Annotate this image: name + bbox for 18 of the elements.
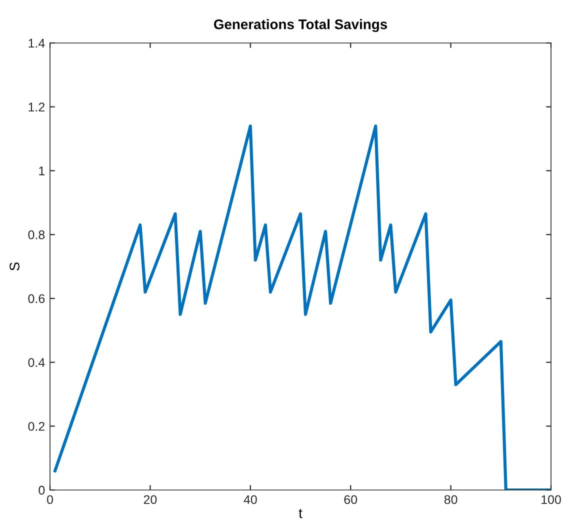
y-tick-label: 0.6 [28, 294, 45, 304]
y-tick-label: 0.2 [28, 422, 45, 431]
chart-title: Generations Total Savings [214, 19, 388, 32]
y-tick-label: 1.4 [28, 38, 45, 48]
x-tick-label: 100 [542, 495, 561, 504]
x-tick-label: 0 [47, 495, 53, 504]
y-tick-label: 0.4 [28, 358, 45, 367]
y-tick-label: 1.2 [28, 102, 45, 112]
line-series [53, 124, 551, 490]
y-tick-label: 0.8 [28, 230, 45, 240]
x-tick-label: 80 [444, 495, 458, 504]
y-axis-title: S [10, 262, 20, 270]
y-tick-label: 1 [39, 166, 45, 176]
x-axis-title: t [298, 508, 302, 518]
x-tick-label: 60 [344, 495, 358, 504]
y-tick-label: 0 [38, 486, 45, 495]
x-tick-label: 20 [144, 495, 157, 504]
x-tick-label: 40 [244, 495, 257, 504]
